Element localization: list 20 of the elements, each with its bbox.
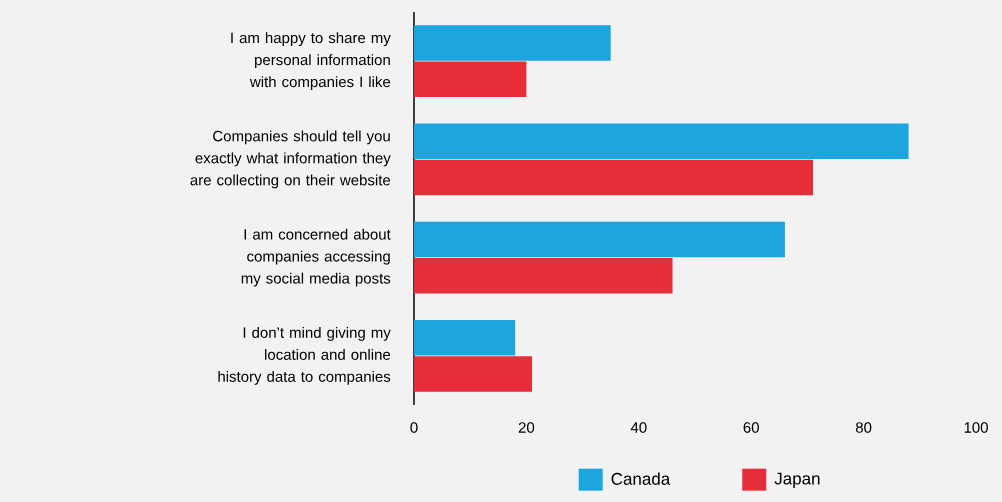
x-tick-label: 0 (410, 422, 418, 433)
y-tick-label: I don’t mind giving my location and online history data to companies (218, 326, 391, 385)
x-tick-label: 60 (743, 422, 759, 433)
legend-label: Canada (611, 472, 671, 485)
legend-label: Japan (774, 472, 820, 488)
x-tick-label: 20 (518, 422, 535, 433)
bar (414, 61, 527, 97)
x-tick-label: 100 (964, 422, 988, 433)
x-tick-label: 40 (630, 422, 647, 433)
bar (414, 258, 673, 294)
bar (414, 320, 516, 356)
bar (414, 159, 814, 196)
y-tick-label: I am happy to share my personal information with companies I like (231, 32, 391, 91)
y-tick-label: I am concerned about companies accessing my social media posts (241, 228, 391, 287)
bar (414, 25, 611, 61)
x-tick-label: 80 (855, 422, 872, 433)
y-tick-label: Companies should tell you exactly what information they are collecting on their website (190, 130, 391, 189)
bar (414, 356, 533, 392)
bar (414, 221, 785, 258)
bar (414, 123, 909, 159)
